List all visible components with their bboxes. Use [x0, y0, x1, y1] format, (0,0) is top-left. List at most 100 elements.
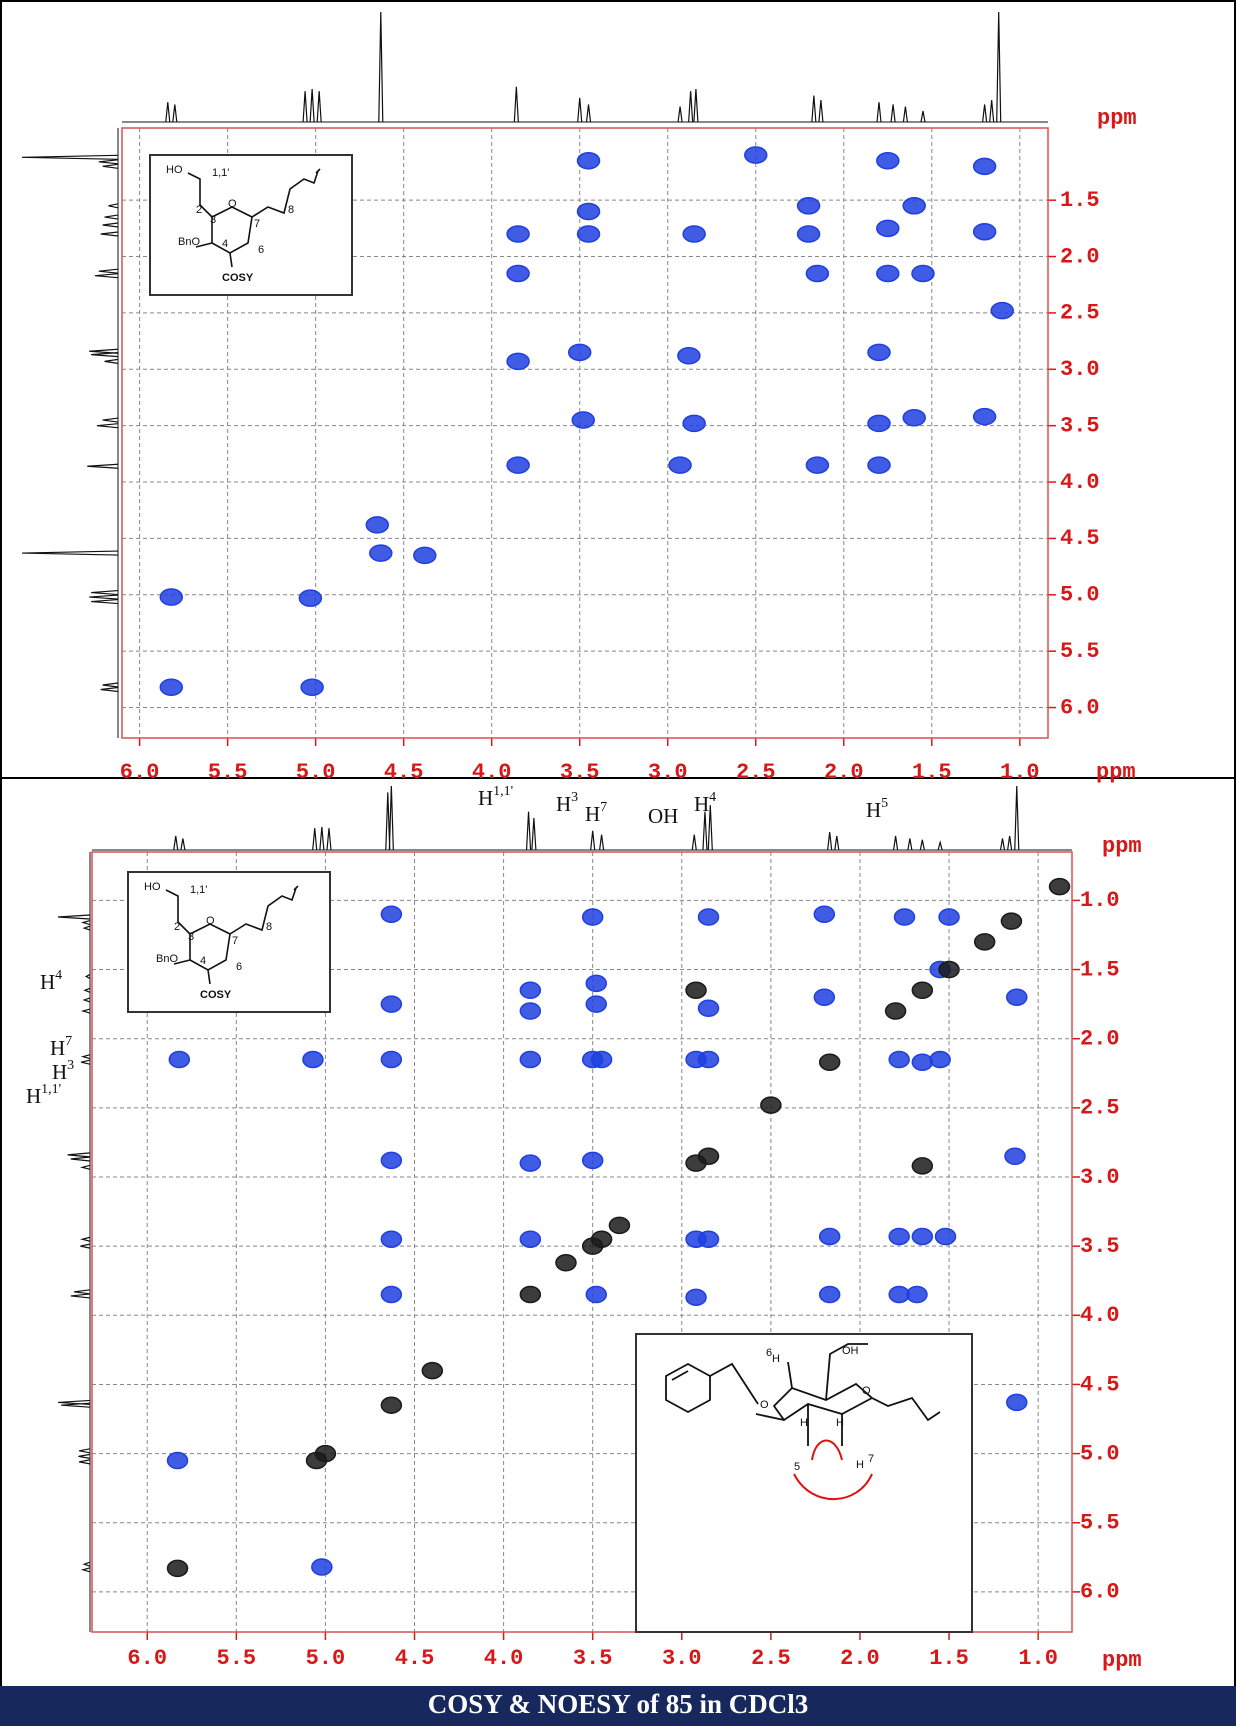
cross-peak	[581, 908, 604, 926]
projection-peak	[108, 203, 119, 209]
projection-peak	[79, 1459, 91, 1465]
y-tick-label: 3.5	[1080, 1234, 1120, 1259]
cross-peak	[576, 202, 601, 221]
projection-peak	[385, 792, 391, 851]
cross-peak	[972, 157, 997, 176]
inset-label: 6	[258, 244, 264, 256]
caption-bar	[0, 1686, 1236, 1726]
y-tick-label: 4.0	[1060, 470, 1100, 495]
x-tick-label: 3.5	[573, 1646, 613, 1671]
projection-peak	[67, 1152, 91, 1158]
cross-peak	[911, 264, 935, 283]
annotation-sup: 3	[67, 1058, 74, 1073]
x-tick-label: 3.0	[662, 1646, 702, 1671]
x-tick-label: 6.0	[120, 760, 160, 785]
conformer-label: 5	[794, 1461, 800, 1473]
noe-arrows	[793, 1439, 873, 1501]
y-tick-label: 1.5	[1080, 957, 1120, 982]
cross-peak	[805, 456, 830, 474]
peak-annotation: H3	[52, 1058, 74, 1084]
inset-label: 8	[266, 921, 272, 933]
cross-peak	[744, 146, 768, 164]
peak-annotation: H3	[556, 790, 578, 816]
projection-peak	[84, 973, 91, 980]
cross-peak	[506, 456, 530, 474]
cross-peak	[876, 219, 900, 238]
projection-peak	[96, 423, 119, 429]
projection-peak	[316, 91, 322, 123]
cross-peak	[911, 1157, 934, 1175]
projection-peak	[79, 1236, 91, 1242]
cross-peak	[506, 264, 530, 283]
projection-peak	[80, 1059, 91, 1065]
cross-peak	[585, 974, 608, 993]
structure-bonds	[165, 885, 299, 985]
annotation-text: H	[694, 792, 709, 816]
peak-annotation: H7	[50, 1034, 72, 1060]
projection-peak	[890, 104, 896, 123]
annotation-text: H	[556, 792, 571, 816]
inset-label: 7	[232, 935, 238, 947]
inset-label: 8	[288, 204, 294, 216]
projection-peak	[180, 838, 186, 851]
projection-peak	[513, 86, 519, 123]
cross-peak	[380, 1151, 403, 1170]
projection-peak	[811, 95, 817, 123]
y-tick-label: 1.0	[1080, 888, 1120, 913]
annotation-text: H	[866, 798, 881, 822]
structure-inset: HO 1,1' 23O 7 8 BnO 4 6 COSY	[149, 154, 353, 296]
inset-label: 2	[174, 921, 180, 933]
projection-peak	[57, 1399, 91, 1406]
cross-peak	[300, 678, 324, 697]
cross-peak	[380, 1050, 403, 1069]
cross-peak	[576, 225, 601, 243]
x-axis-label: ppm	[1102, 1648, 1142, 1673]
y-tick-label: 6.0	[1060, 695, 1100, 720]
peak-annotation: H5	[866, 796, 888, 822]
cross-peak	[972, 222, 997, 241]
cross-peak	[380, 1285, 403, 1304]
projection-peak	[818, 99, 824, 123]
projection-peak	[70, 1293, 91, 1299]
projection-peak	[98, 268, 119, 274]
x-tick-label: 2.5	[751, 1646, 791, 1671]
cross-peak	[972, 407, 997, 426]
inset-label: 4	[200, 955, 206, 967]
projection-peak	[590, 830, 596, 851]
cross-peak	[421, 1361, 444, 1380]
conformer-label: H	[856, 1459, 864, 1471]
annotation-sup: 7	[65, 1034, 72, 1049]
inset-label: BnO	[178, 236, 200, 248]
cross-peak	[413, 546, 437, 565]
cross-peak	[697, 1230, 720, 1248]
projection-peak	[312, 828, 318, 851]
projection-peak	[907, 838, 913, 851]
conformer-label: 6	[766, 1347, 772, 1359]
projection-peak	[599, 834, 605, 851]
inset-label: BnO	[156, 953, 178, 965]
annotation-sup: 3	[571, 790, 578, 805]
inset-label: HO	[144, 881, 161, 893]
projection-peak	[82, 997, 91, 1003]
cross-peak	[567, 343, 592, 362]
cross-peak	[585, 1285, 608, 1304]
projection-peak	[999, 838, 1006, 851]
cross-peak	[608, 1216, 631, 1235]
projection-peak	[104, 214, 119, 220]
cross-peak	[668, 456, 692, 474]
annotation-text: H	[50, 1036, 65, 1060]
inset-label: O	[228, 198, 237, 210]
cross-peak	[876, 264, 900, 283]
projection-peak	[893, 835, 899, 851]
projection-peak	[82, 925, 91, 931]
cross-peak	[929, 1050, 951, 1069]
cross-peak	[867, 343, 891, 362]
projection-peak	[677, 106, 683, 123]
projection-peak	[73, 1289, 91, 1295]
projection-peak	[172, 104, 178, 123]
cross-peak	[380, 1230, 403, 1248]
projection-peak	[982, 104, 988, 123]
projection-peak	[80, 1243, 91, 1249]
cross-peak	[590, 1050, 613, 1069]
